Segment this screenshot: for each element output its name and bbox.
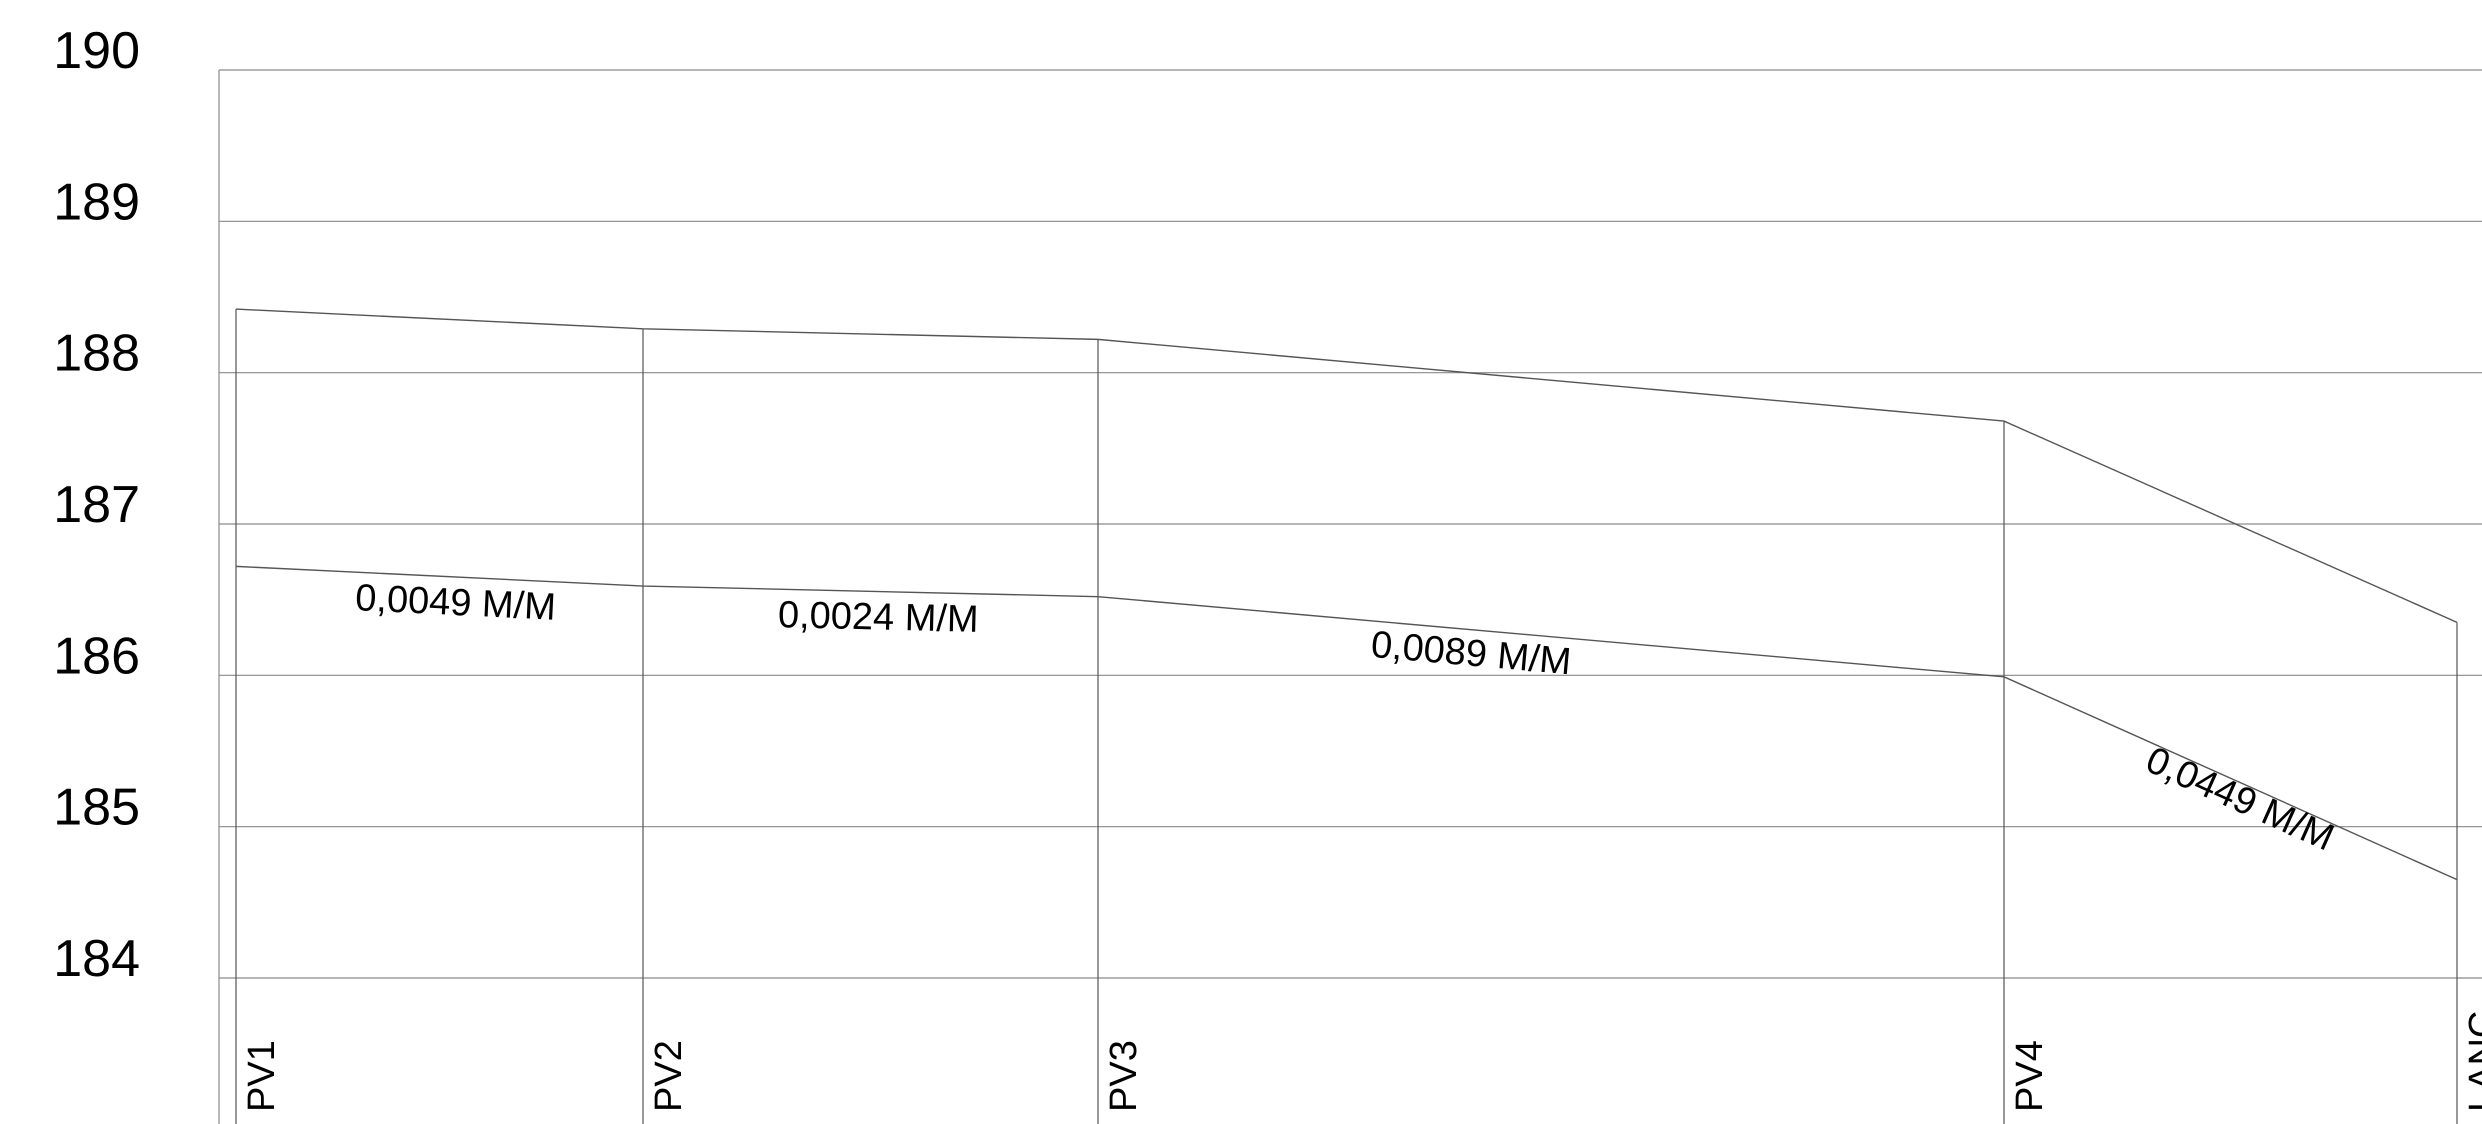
invert-profile-line — [235, 565, 2458, 881]
elevation-label: 184 — [53, 930, 140, 988]
elevation-label: 186 — [53, 627, 140, 685]
slope-label: 0,0049 M/M — [354, 577, 556, 629]
station-lines — [235, 309, 2458, 1124]
elevation-labels: 190 189 188 187 186 185 184 — [53, 22, 140, 988]
slope-labels: 0,0049 M/M 0,0024 M/M 0,0089 M/M 0,0449 M/M — [354, 577, 2340, 859]
station-label: PV1 — [241, 1040, 283, 1112]
elevation-label: 189 — [53, 173, 140, 231]
station-label: PV3 — [1103, 1040, 1145, 1112]
elevation-label: 185 — [53, 779, 140, 837]
station-label: PV2 — [648, 1040, 690, 1112]
elevation-grid — [219, 69, 2482, 979]
station-label: PV4 — [2009, 1040, 2051, 1112]
station-labels: PV1 PV2 PV3 PV4 LANC — [241, 1011, 2482, 1112]
ground-profile-line — [235, 308, 2458, 624]
slope-label: 0,0449 M/M — [2140, 739, 2340, 859]
slope-label: 0,0024 M/M — [777, 594, 979, 641]
elevation-label: 187 — [53, 476, 140, 534]
station-label: LANC — [2462, 1011, 2482, 1112]
elevation-label: 188 — [53, 325, 140, 383]
elevation-label: 190 — [53, 22, 140, 80]
profile-lines — [235, 308, 2458, 881]
slope-label: 0,0089 M/M — [1369, 624, 1573, 684]
